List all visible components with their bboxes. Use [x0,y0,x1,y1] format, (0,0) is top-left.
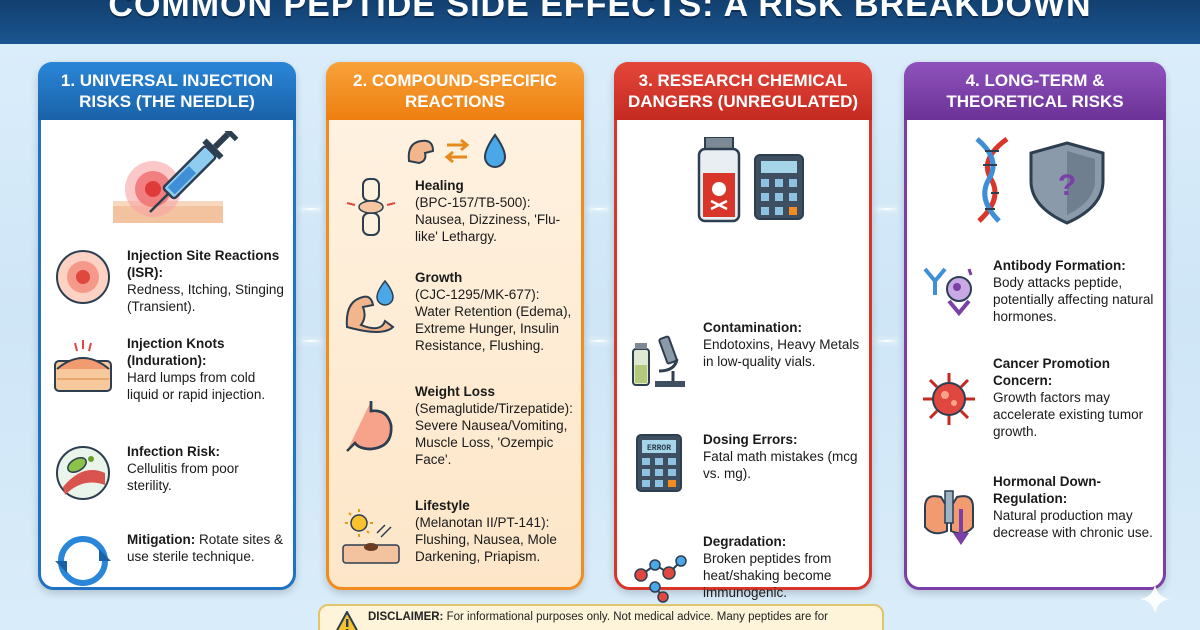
item-title: Weight Loss [415,384,496,399]
column-header: 4. LONG-TERM & THEORETICAL RISKS [904,62,1166,120]
joint-icon [341,177,401,237]
syringe-icon [41,123,293,231]
item-text: Fatal math mistakes (mcg vs. mg). [703,449,858,481]
calculator-screen-text: ERROR [647,444,671,453]
item-text: Natural production may decrease with chr… [993,508,1153,540]
disclaimer-box: DISCLAIMER: For informational purposes o… [318,604,884,630]
item-title: Healing [415,178,464,193]
item-text: (BPC-157/TB-500): Nausea, Dizziness, 'Fl… [415,195,561,244]
item-text: Growth factors may accelerate existing t… [993,390,1144,439]
item-text: Rotate sites & use sterile technique. [127,532,284,564]
list-item: Hormonal Down-Regulation: Natural product… [915,473,1157,583]
column-research-chemical-dangers: 3. RESEARCH CHEMICAL DANGERS (UNREGULATE… [614,62,872,603]
item-text: Cellulitis from poor sterility. [127,461,239,493]
antibody-icon [919,263,979,323]
item-title: Injection Knots (Induration): [127,336,225,368]
list-item: Cancer Promotion Concern: Growth factors … [915,355,1157,455]
item-text: (CJC-1295/MK-677): Water Retention (Edem… [415,287,572,353]
item-title: Contamination: [703,320,802,335]
stomach-icon [341,397,401,457]
column-long-term-theoretical-risks: 4. LONG-TERM & THEORETICAL RISKS ? [904,62,1166,590]
item-title: Hormonal Down-Regulation: [993,474,1101,506]
arm-water-icon [341,277,401,337]
item-title: Degradation: [703,534,787,549]
skin-redness-icon [53,247,113,307]
list-item: Weight Loss (Semaglutide/Tirzepatide): Se… [337,383,575,493]
page-title: COMMON PEPTIDE SIDE EFFECTS: A RISK BREA… [108,0,1092,24]
list-item: Growth (CJC-1295/MK-677): Water Retention… [337,269,575,379]
item-text: (Melanotan II/PT-141): Flushing, Nausea,… [415,515,557,564]
column-header: 1. UNIVERSAL INJECTION RISKS (THE NEEDLE… [38,62,296,120]
list-item: Antibody Formation: Body attacks peptide,… [915,257,1157,353]
connector [586,208,612,210]
list-item: Mitigation: Rotate sites & use sterile t… [49,531,287,591]
connector [874,340,900,342]
column-compound-specific-reactions: 2. COMPOUND-SPECIFIC REACTIONS Healing [326,62,584,590]
list-item: Infection Risk: Cellulitis from poor ster… [49,443,287,513]
list-item: Healing (BPC-157/TB-500): Nausea, Dizzine… [337,177,575,267]
item-text: Hard lumps from cold liquid or rapid inj… [127,370,266,402]
list-item: Lifestyle (Melanotan II/PT-141): Flushing… [337,497,575,597]
list-item: Injection Knots (Induration): Hard lumps … [49,335,287,415]
item-title: Cancer Promotion Concern: [993,356,1111,388]
sparkle-icon [1140,584,1170,619]
item-text: Body attacks peptide, potentially affect… [993,275,1154,324]
item-title: Dosing Errors: [703,432,798,447]
title-bar: COMMON PEPTIDE SIDE EFFECTS: A RISK BREA… [0,0,1200,44]
item-title: Infection Risk: [127,444,221,459]
rotate-arrows-icon [53,531,113,591]
warning-icon [334,609,360,630]
connector [874,208,900,210]
column-header: 2. COMPOUND-SPECIFIC REACTIONS [326,62,584,120]
list-item: ERROR Dosing Errors: Fatal math mistakes … [625,431,863,511]
connector [298,208,324,210]
disclaimer-label: DISCLAIMER: [368,611,444,623]
connector [586,340,612,342]
item-title: Antibody Formation: [993,258,1126,273]
sun-skin-icon [341,507,401,567]
item-text: Redness, Itching, Stinging (Transient). [127,282,284,314]
calculator-error-icon: ERROR [629,433,689,493]
item-text: Broken peptides from heat/shaking become… [703,551,832,600]
item-title: Lifestyle [415,498,470,513]
skin-lump-icon [53,335,113,395]
poison-vial-calculator-icon [617,136,869,227]
svg-text:?: ? [1058,169,1076,202]
column-universal-injection-risks: 1. UNIVERSAL INJECTION RISKS (THE NEEDLE… [38,62,296,590]
item-title: Mitigation: [127,532,196,547]
bacteria-icon [53,443,113,503]
item-text: Endotoxins, Heavy Metals in low-quality … [703,337,860,369]
item-title: Growth [415,270,463,285]
cancer-cell-icon [919,369,979,429]
dna-shield-icon: ? [907,136,1163,227]
item-title: Injection Site Reactions (ISR): [127,248,280,280]
list-item: Injection Site Reactions (ISR): Redness, … [49,247,287,327]
list-item: Degradation: Broken peptides from heat/sh… [625,533,863,623]
molecule-icon [629,547,689,607]
list-item: Contamination: Endotoxins, Heavy Metals i… [625,319,863,409]
connector [298,340,324,342]
item-text: (Semaglutide/Tirzepatide): Severe Nausea… [415,401,573,467]
gland-down-icon [919,487,979,547]
disclaimer-text: For informational purposes only. Not med… [446,611,828,623]
muscle-swap-drop-icon [329,131,581,171]
microscope-vial-icon [629,331,689,391]
column-header: 3. RESEARCH CHEMICAL DANGERS (UNREGULATE… [614,62,872,120]
